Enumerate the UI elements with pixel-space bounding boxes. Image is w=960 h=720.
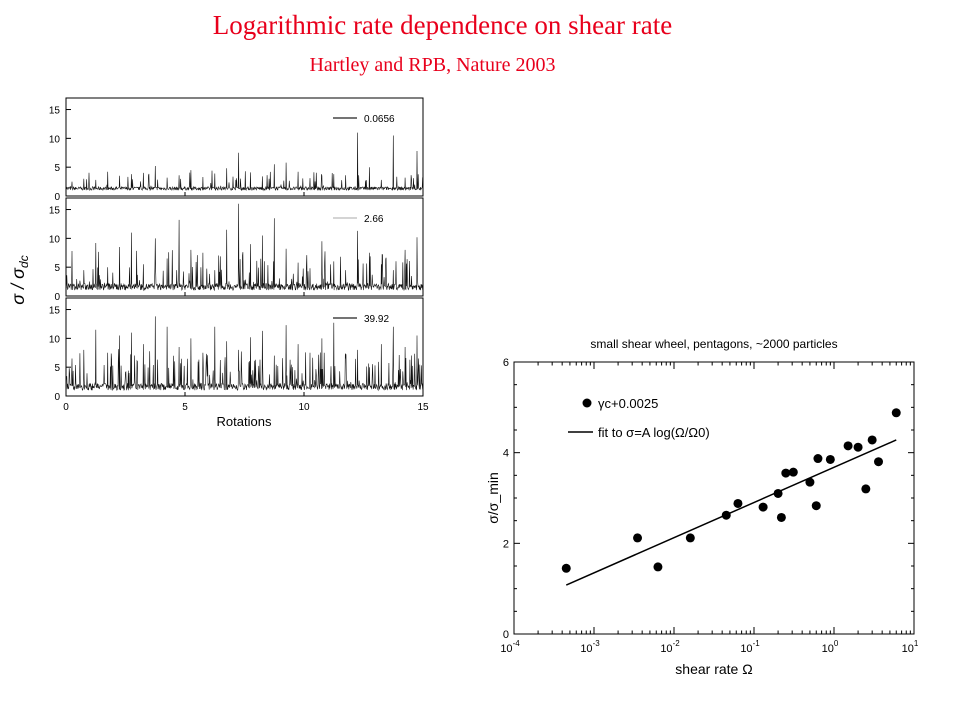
data-point — [825, 454, 835, 464]
y-tick-label: 0 — [54, 392, 60, 403]
time-series-figure: 0 5 10 15 0.0656 0 5 10 15 2.66 0 5 10 15 39.92 0 5 10 15 R… — [8, 97, 429, 429]
data-point — [861, 484, 871, 494]
y-tick-label: 5 — [54, 363, 60, 374]
y-axis-label: σ/σ_min — [488, 472, 501, 524]
legend-label: γc+0.0025 — [598, 396, 658, 411]
data-point — [773, 488, 783, 498]
data-point — [781, 468, 791, 478]
chart-title: small shear wheel, pentagons, ~2000 part… — [590, 337, 837, 351]
data-point — [874, 457, 884, 467]
data-point — [867, 435, 877, 445]
x-axis-label: Rotations — [217, 414, 272, 429]
data-point — [721, 510, 731, 520]
data-point — [758, 502, 768, 512]
x-tick-label: 100 — [822, 639, 839, 655]
data-point — [811, 501, 821, 511]
legend-marker — [582, 398, 592, 408]
x-tick-label: 15 — [417, 402, 429, 413]
y-tick-label: 0 — [54, 292, 60, 303]
legend-label: 2.66 — [364, 214, 384, 225]
scatter-figure: small shear wheel, pentagons, ~2000 part… — [488, 337, 919, 677]
x-tick-label: 10-4 — [500, 639, 520, 655]
y-tick-label: 15 — [49, 106, 61, 117]
data-point — [805, 477, 815, 487]
x-tick-label: 10-2 — [660, 639, 680, 655]
y-tick-label: 6 — [503, 357, 509, 369]
data-point — [653, 562, 663, 572]
x-tick-label: 10-1 — [740, 639, 760, 655]
data-point — [853, 442, 863, 452]
data-point — [776, 512, 786, 522]
panel-frame — [65, 97, 424, 197]
y-tick-label: 5 — [54, 163, 60, 174]
y-tick-label: 10 — [49, 134, 61, 145]
slide-subtitle: Hartley and RPB, Nature 2003 — [309, 54, 556, 76]
legend-label: fit to σ=A log(Ω/Ω0) — [598, 425, 710, 440]
slide-title: Logarithmic rate dependence on shear rat… — [212, 10, 673, 40]
x-tick-label: 101 — [902, 639, 919, 655]
x-tick-label: 10 — [298, 402, 310, 413]
y-tick-label: 10 — [49, 334, 61, 345]
y-tick-label: 15 — [49, 206, 61, 217]
data-point — [788, 467, 798, 477]
panel-frame — [65, 197, 424, 297]
fit-line — [565, 439, 897, 586]
series-line — [65, 316, 424, 392]
data-point — [891, 408, 901, 418]
data-point — [685, 533, 695, 543]
data-point — [633, 533, 643, 543]
panel-frame — [65, 297, 424, 397]
y-tick-label: 2 — [503, 538, 509, 550]
data-point — [561, 563, 571, 573]
y-tick-label: 15 — [49, 306, 61, 317]
plot-frame — [513, 361, 915, 635]
legend-label: 39.92 — [364, 314, 389, 325]
x-tick-label: 5 — [182, 402, 188, 413]
data-point — [733, 498, 743, 508]
y-tick-label: 10 — [49, 234, 61, 245]
x-tick-label: 0 — [63, 402, 69, 413]
y-tick-label: 0 — [503, 629, 509, 641]
y-tick-label: 0 — [54, 192, 60, 203]
x-axis-label: shear rate Ω — [675, 661, 752, 677]
data-point — [813, 454, 823, 464]
y-axis-label: σ / σdc — [8, 255, 31, 304]
data-point — [843, 441, 853, 451]
y-tick-label: 4 — [503, 448, 509, 460]
x-tick-label: 10-3 — [580, 639, 600, 655]
series-line — [65, 132, 424, 192]
legend-label: 0.0656 — [364, 114, 395, 125]
y-tick-label: 5 — [54, 263, 60, 274]
series-line — [65, 203, 424, 292]
